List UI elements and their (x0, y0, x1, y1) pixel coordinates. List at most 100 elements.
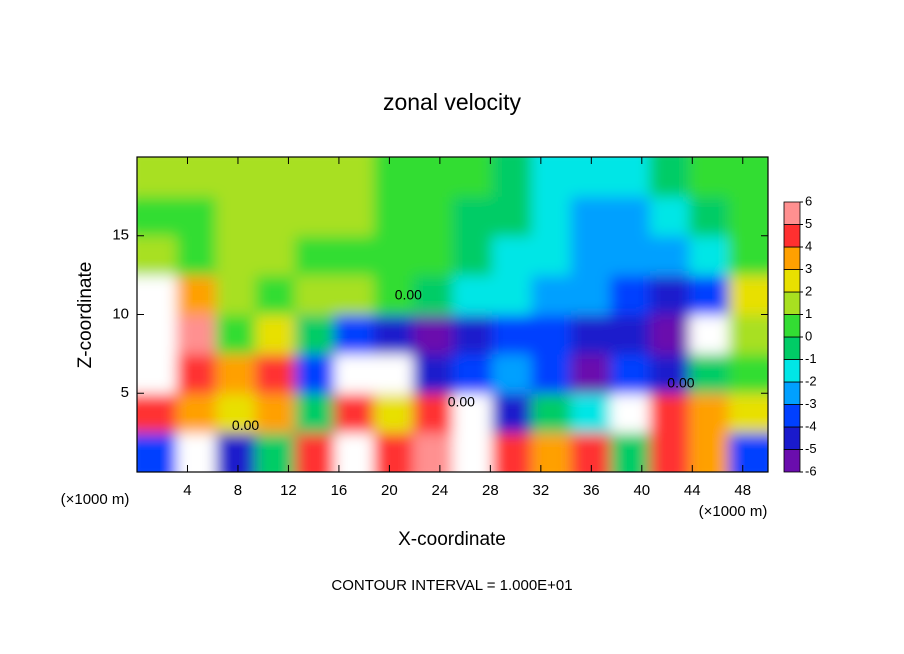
field-cell (570, 275, 611, 315)
field-cell (491, 196, 532, 237)
footer: CONTOUR INTERVAL = 1.000E+01 (331, 577, 572, 594)
field-cell (570, 432, 611, 472)
field-cell (215, 393, 256, 434)
field-cell (649, 432, 690, 472)
colorbar-label: -5 (805, 441, 817, 456)
field-cell (413, 275, 453, 315)
field-cell (452, 275, 493, 315)
field-cell (255, 432, 296, 472)
field-cell (137, 235, 177, 276)
field-cell (413, 196, 453, 237)
field-cell (531, 432, 572, 472)
field-cell (137, 196, 177, 237)
field-cell (570, 353, 611, 394)
field-cell (689, 432, 730, 472)
x-tick-label: 12 (280, 482, 297, 499)
field-cell (373, 432, 414, 472)
field-cell (137, 393, 177, 434)
colorbar-label: -3 (805, 396, 817, 411)
colorbar-swatch (783, 291, 801, 315)
field-cell (413, 353, 453, 394)
y-tick-label: 10 (112, 305, 129, 322)
field-cell (215, 157, 256, 197)
field-cell (452, 196, 493, 237)
field-cell (176, 353, 217, 394)
field-cell (649, 157, 690, 197)
x-tick-label: 28 (482, 482, 499, 499)
field-cell (413, 235, 453, 276)
field-cell (294, 157, 335, 197)
field-cell (215, 432, 256, 472)
chart-title: zonal velocity (383, 89, 522, 115)
field-cell (531, 196, 572, 237)
x-tick-label: 16 (331, 482, 348, 499)
x-unit-label: (×1000 m) (699, 503, 768, 520)
field-cell (570, 157, 611, 197)
y-axis-label: Z-coordinate (75, 262, 96, 369)
field-cell (689, 353, 730, 394)
field-cell (452, 432, 493, 472)
field-cell (728, 314, 768, 355)
field-cell (255, 196, 296, 237)
field-cell (491, 275, 532, 315)
x-tick-label: 20 (381, 482, 398, 499)
field-cell (689, 196, 730, 237)
field-cell (137, 314, 177, 355)
field-cell (491, 157, 532, 197)
field-cell (294, 353, 335, 394)
contour-label: 0.00 (667, 375, 694, 391)
colorbar-label: -4 (805, 418, 817, 433)
field-cell (531, 157, 572, 197)
field-cell (531, 235, 572, 276)
y-unit-label: (×1000 m) (61, 491, 130, 508)
field-cell (491, 314, 532, 355)
x-tick-label: 4 (183, 482, 191, 499)
colorbar-swatch (783, 224, 801, 248)
field-cell (176, 393, 217, 434)
field-cell (137, 157, 177, 197)
field-cell (373, 314, 414, 355)
field-cell (689, 275, 730, 315)
x-tick-label: 24 (432, 482, 449, 499)
field-cell (728, 235, 768, 276)
colorbar-swatch (783, 314, 801, 338)
colorbar-label: 0 (805, 328, 812, 343)
field-cell (570, 235, 611, 276)
field-cell (728, 432, 768, 472)
y-tick-label: 5 (121, 384, 129, 401)
field-cell (413, 157, 453, 197)
field-cell (215, 196, 256, 237)
colorbar-label: -6 (805, 463, 817, 478)
field-cell (728, 393, 768, 434)
field-cell (255, 314, 296, 355)
field-cell (373, 157, 414, 197)
field-cell (649, 314, 690, 355)
x-tick-label: 40 (633, 482, 650, 499)
colorbar-label: 1 (805, 306, 812, 321)
colorbar-swatch (783, 404, 801, 428)
colorbar-label: 4 (805, 238, 812, 253)
field-cell (413, 393, 453, 434)
field-cell (137, 275, 177, 315)
field-cell (491, 353, 532, 394)
field-cell (215, 353, 256, 394)
colorbar-swatch (783, 269, 801, 293)
field-cell (294, 275, 335, 315)
field-cell (649, 275, 690, 315)
field-cell (491, 235, 532, 276)
colorbar-label: -1 (805, 351, 817, 366)
field-cell (728, 196, 768, 237)
field-cell (334, 432, 375, 472)
colorbar-label: 5 (805, 216, 812, 231)
field-cell (294, 235, 335, 276)
field-cell (689, 393, 730, 434)
field-cell (294, 393, 335, 434)
field-cell (255, 353, 296, 394)
field-cell (452, 353, 493, 394)
field-cell (373, 393, 414, 434)
field-cell (452, 314, 493, 355)
field-cell (610, 432, 651, 472)
field-cell (452, 157, 493, 197)
field-cell (728, 353, 768, 394)
field-cell (531, 353, 572, 394)
